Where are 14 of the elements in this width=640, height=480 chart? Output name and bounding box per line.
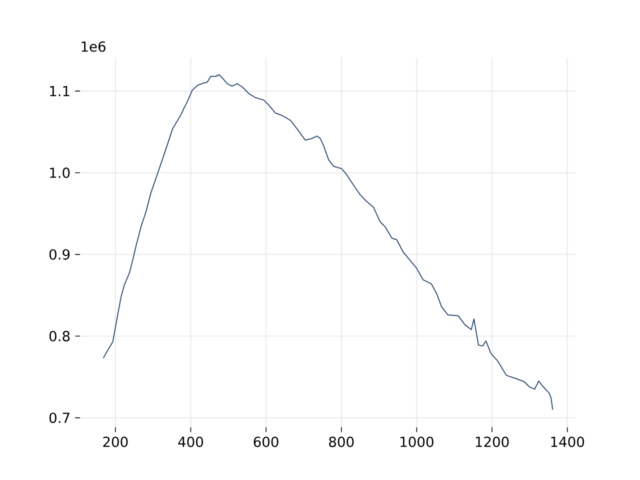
y-tick-label: 0.7 (49, 412, 70, 424)
x-tick-label: 1400 (551, 436, 584, 448)
x-tick-label: 600 (254, 436, 278, 448)
text: 1e6 (82, 41, 106, 52)
y-tick-label: 0.9 (49, 249, 70, 260)
y-tick-label: 1.0 (50, 168, 70, 178)
x-tick-label: 1200 (476, 436, 509, 448)
x-tick-label: 800 (329, 436, 354, 448)
line-series (102, 74, 554, 410)
x-tick-label: 400 (178, 436, 204, 448)
x-tick-label: 1000 (400, 436, 434, 448)
y-tick-label: 1.1 (50, 86, 70, 96)
y-tick-label: 0.8 (49, 330, 70, 342)
x-tick-label: 200 (103, 436, 128, 448)
